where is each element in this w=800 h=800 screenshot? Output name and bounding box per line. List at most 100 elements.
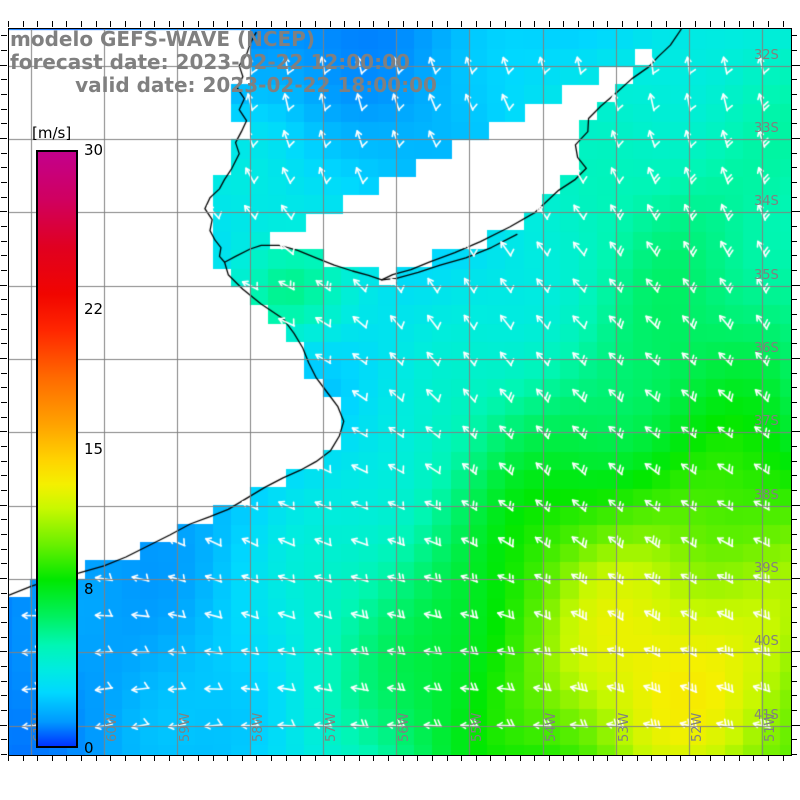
axis-tick bbox=[651, 21, 652, 27]
axis-tick bbox=[198, 755, 199, 761]
axis-tick bbox=[791, 329, 797, 330]
axis-tick bbox=[0, 211, 7, 212]
axis-tick bbox=[432, 21, 433, 27]
colorbar-tick-label: 0 bbox=[84, 739, 94, 757]
axis-tick bbox=[125, 755, 126, 761]
axis-tick bbox=[783, 755, 784, 761]
axis-tick bbox=[791, 681, 797, 682]
axis-tick bbox=[242, 755, 243, 761]
axis-tick bbox=[52, 755, 53, 761]
axis-tick bbox=[791, 431, 800, 432]
axis-tick bbox=[791, 622, 797, 623]
axis-tick bbox=[1, 402, 7, 403]
colorbar-tick-label: 8 bbox=[84, 579, 94, 598]
axis-tick bbox=[1, 549, 7, 550]
axis-tick bbox=[1, 417, 7, 418]
axis-tick bbox=[140, 21, 141, 27]
axis-tick bbox=[578, 21, 579, 27]
axis-tick bbox=[344, 755, 345, 761]
axis-tick bbox=[1, 299, 7, 300]
axis-tick bbox=[791, 255, 797, 256]
axis-tick bbox=[8, 21, 9, 27]
axis-tick bbox=[791, 417, 797, 418]
axis-tick bbox=[169, 755, 170, 761]
axis-tick bbox=[1, 387, 7, 388]
axis-tick bbox=[490, 21, 491, 27]
axis-tick bbox=[768, 21, 769, 27]
colorbar-tick-label: 22 bbox=[84, 300, 104, 319]
axis-tick bbox=[198, 21, 199, 27]
axis-tick bbox=[300, 21, 301, 27]
axis-tick bbox=[1, 197, 7, 198]
axis-tick bbox=[791, 710, 797, 711]
axis-tick bbox=[0, 285, 7, 286]
axis-tick bbox=[490, 755, 491, 761]
axis-tick bbox=[359, 755, 360, 761]
axis-tick bbox=[791, 211, 800, 212]
axis-tick bbox=[791, 607, 797, 608]
axis-tick bbox=[1, 607, 7, 608]
axis-tick bbox=[791, 270, 797, 271]
axis-tick bbox=[710, 21, 711, 27]
axis-tick bbox=[1, 710, 7, 711]
axis-tick bbox=[432, 755, 433, 761]
axis-tick bbox=[154, 21, 155, 27]
axis-tick bbox=[1, 373, 7, 374]
axis-tick bbox=[1, 461, 7, 462]
axis-tick bbox=[791, 505, 800, 506]
axis-tick bbox=[37, 755, 38, 761]
axis-tick bbox=[791, 153, 797, 154]
axis-tick bbox=[476, 755, 477, 761]
axis-tick bbox=[791, 226, 797, 227]
axis-tick bbox=[66, 755, 67, 761]
axis-tick bbox=[1, 123, 7, 124]
axis-tick bbox=[388, 21, 389, 27]
axis-tick bbox=[8, 755, 9, 761]
axis-tick bbox=[183, 755, 184, 761]
axis-tick bbox=[710, 755, 711, 761]
axis-tick bbox=[724, 21, 725, 27]
axis-tick bbox=[791, 534, 797, 535]
axis-tick bbox=[1, 109, 7, 110]
axis-tick bbox=[213, 21, 214, 27]
axis-tick bbox=[768, 755, 769, 761]
axis-tick bbox=[23, 21, 24, 27]
axis-tick bbox=[373, 21, 374, 27]
axis-tick bbox=[666, 21, 667, 27]
axis-tick bbox=[622, 21, 623, 27]
axis-tick bbox=[534, 755, 535, 761]
axis-tick bbox=[695, 755, 696, 761]
axis-tick bbox=[637, 21, 638, 27]
axis-tick bbox=[96, 755, 97, 761]
axis-tick bbox=[447, 21, 448, 27]
axis-tick bbox=[1, 50, 7, 51]
axis-tick bbox=[1, 739, 7, 740]
axis-tick bbox=[680, 755, 681, 761]
colorbar-unit-label: [m/s] bbox=[32, 124, 72, 142]
axis-tick bbox=[791, 475, 797, 476]
axis-tick bbox=[1, 666, 7, 667]
axis-tick bbox=[403, 755, 404, 761]
axis-tick bbox=[791, 65, 800, 66]
axis-tick bbox=[791, 402, 797, 403]
axis-tick bbox=[549, 755, 550, 761]
axis-tick bbox=[315, 21, 316, 27]
axis-tick bbox=[373, 755, 374, 761]
axis-tick bbox=[791, 314, 797, 315]
axis-tick bbox=[791, 637, 797, 638]
axis-tick bbox=[1, 270, 7, 271]
axis-tick bbox=[637, 755, 638, 761]
axis-tick bbox=[791, 109, 797, 110]
axis-tick bbox=[791, 387, 797, 388]
axis-tick bbox=[315, 755, 316, 761]
axis-tick bbox=[417, 755, 418, 761]
axis-tick bbox=[593, 21, 594, 27]
axis-tick bbox=[1, 79, 7, 80]
axis-tick bbox=[607, 21, 608, 27]
axis-tick bbox=[791, 695, 797, 696]
axis-tick bbox=[52, 21, 53, 27]
axis-tick bbox=[1, 681, 7, 682]
axis-tick bbox=[1, 314, 7, 315]
axis-tick bbox=[227, 755, 228, 761]
